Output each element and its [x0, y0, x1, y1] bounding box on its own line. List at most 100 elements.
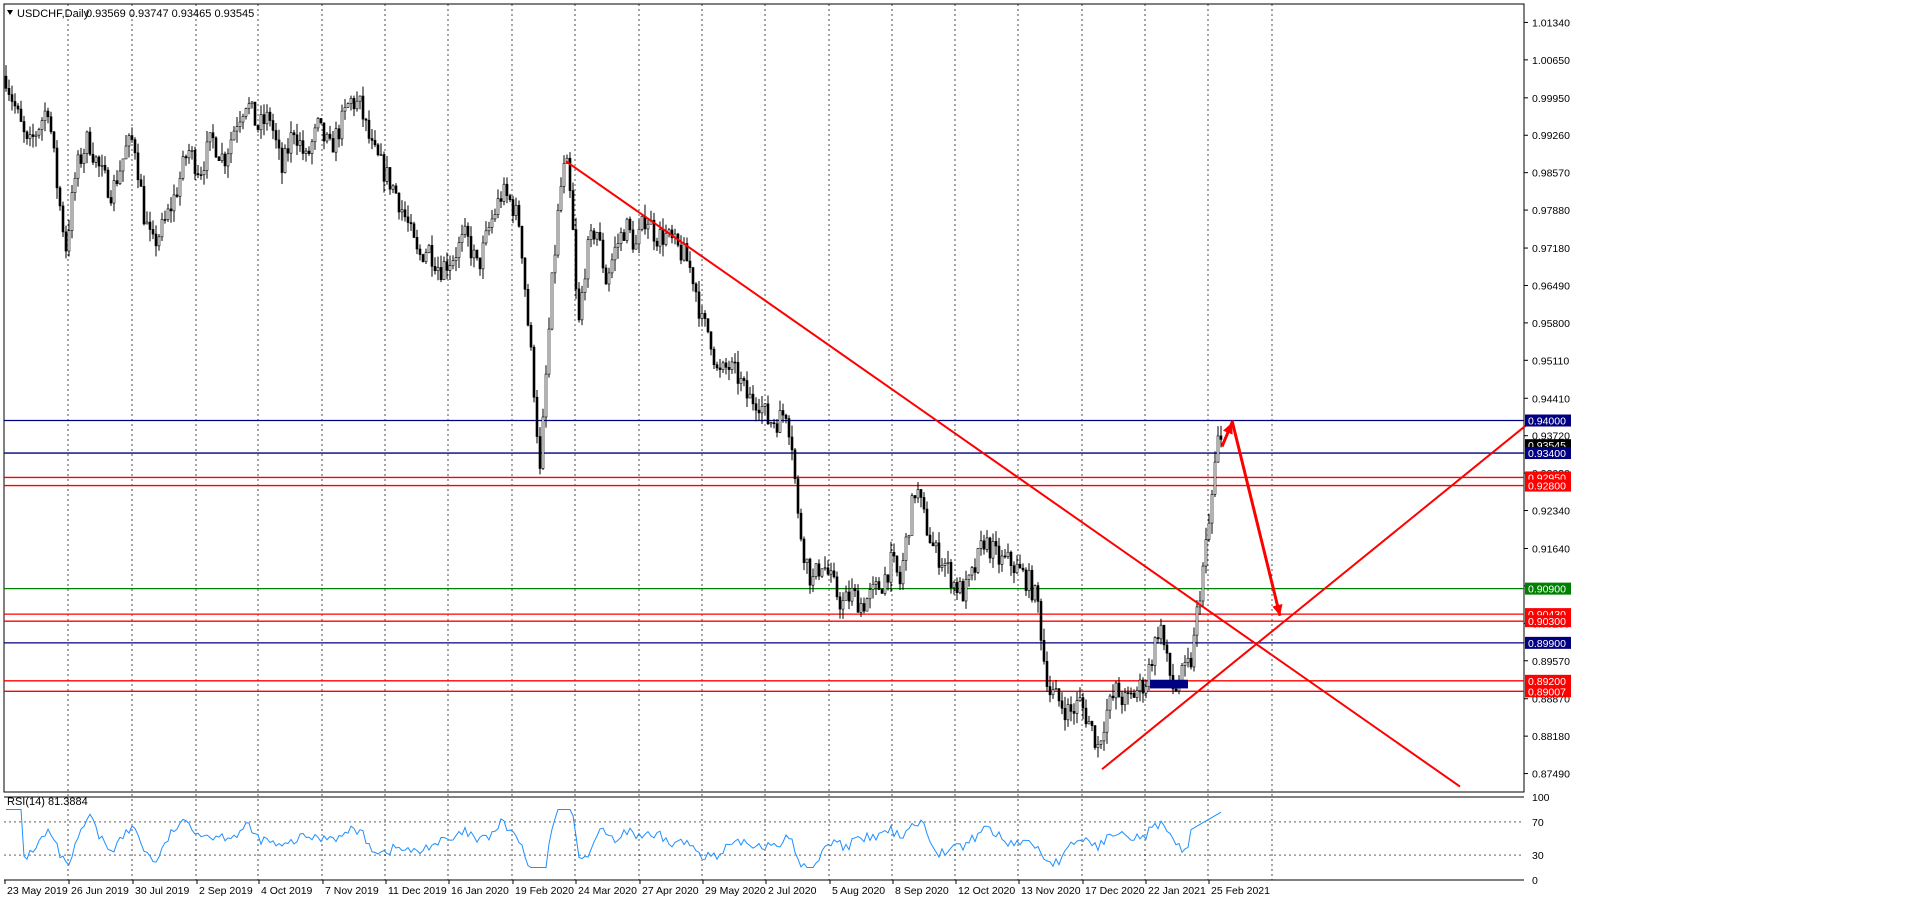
candle-body: [685, 243, 689, 262]
candle-body: [307, 150, 311, 154]
candle-body: [337, 128, 341, 140]
candle-body: [250, 101, 254, 105]
candle-body: [115, 180, 119, 184]
candle-body: [928, 534, 932, 544]
candle-body: [1144, 686, 1148, 694]
candle-body: [232, 130, 236, 141]
candle-body: [793, 449, 797, 480]
candle-body: [388, 167, 392, 190]
candle-body: [601, 239, 605, 269]
candle-body: [436, 267, 440, 272]
candle-body: [400, 209, 404, 213]
rsi-pane: 100 70 30 0: [4, 792, 1550, 887]
candle-body: [157, 236, 161, 247]
candle-body: [358, 95, 362, 102]
candle-body: [466, 225, 470, 237]
down-arrow-shaft: [1230, 420, 1282, 617]
candle-body: [1156, 637, 1160, 640]
date-tick-label: 29 May 2020: [705, 885, 766, 897]
candle-body: [1195, 606, 1199, 636]
date-tick-label: 23 May 2019: [7, 885, 68, 897]
date-tick-label: 16 Jan 2020: [451, 885, 509, 897]
candle-body: [286, 148, 290, 154]
candle-body: [835, 576, 839, 598]
candle-body: [130, 135, 134, 140]
candle-body: [118, 170, 122, 184]
candle-body: [1102, 731, 1106, 742]
candle-body: [460, 234, 464, 243]
collapse-triangle-icon[interactable]: [7, 10, 13, 15]
candle-body: [688, 260, 692, 268]
candle-body: [412, 223, 416, 238]
candle-body: [454, 257, 458, 262]
date-tick-label: 8 Sep 2020: [895, 885, 949, 897]
candle-body: [682, 243, 686, 261]
candle-body: [994, 541, 998, 547]
candle-body: [541, 416, 545, 469]
candle-body: [592, 230, 596, 240]
candle-body: [298, 140, 302, 146]
candle-body: [691, 267, 695, 285]
candle-body: [328, 133, 332, 139]
candle-body: [700, 313, 704, 319]
candle-body: [574, 229, 578, 290]
price-tick-label: 0.97880: [1532, 205, 1570, 217]
candle-body: [274, 130, 278, 141]
candle-body: [646, 223, 650, 230]
candle-body: [568, 157, 572, 191]
candle-body: [1165, 644, 1169, 654]
candle-body: [892, 551, 896, 557]
candle-body: [190, 149, 194, 152]
candle-body: [754, 403, 758, 411]
date-tick-label: 12 Oct 2020: [958, 885, 1015, 897]
candle-body: [760, 406, 764, 414]
candle-body: [616, 243, 620, 248]
candlestick-series: [4, 65, 1223, 758]
candle-body: [736, 362, 740, 384]
date-tick-label: 5 Aug 2020: [832, 885, 885, 897]
candle-body: [31, 134, 35, 137]
candle-body: [802, 538, 806, 563]
candle-body: [1099, 740, 1103, 745]
candle-body: [1072, 711, 1076, 714]
rsi-tick-label: 100: [1532, 792, 1550, 804]
consolidation-box: [1150, 679, 1188, 689]
candle-body: [187, 150, 191, 159]
candle-body: [352, 98, 356, 110]
candle-body: [943, 562, 947, 566]
downtrend-trendline: [565, 160, 1461, 788]
candle-body: [424, 252, 428, 262]
candle-body: [418, 248, 422, 255]
candle-body: [1105, 709, 1109, 733]
price-tick-label: 1.01340: [1532, 17, 1570, 29]
candle-body: [445, 261, 449, 271]
date-tick-label: 4 Oct 2019: [261, 885, 313, 897]
candle-body: [70, 192, 74, 231]
candle-body: [4, 75, 8, 89]
candle-body: [868, 589, 872, 600]
candle-body: [739, 378, 743, 384]
down-arrow-head-icon: [1272, 604, 1283, 616]
candle-body: [346, 103, 350, 108]
candle-body: [781, 410, 785, 416]
candle-body: [1138, 679, 1142, 692]
date-tick-label: 27 Apr 2020: [642, 885, 699, 897]
candle-body: [844, 591, 848, 601]
candle-body: [1120, 696, 1124, 706]
price-tick-label: 0.98570: [1532, 168, 1570, 180]
candle-body: [583, 278, 587, 293]
candle-body: [235, 126, 239, 132]
candle-body: [967, 574, 971, 580]
candle-body: [145, 221, 149, 225]
candle-body: [913, 495, 917, 499]
candle-body: [985, 537, 989, 550]
candle-body: [397, 192, 401, 213]
candle-body: [178, 178, 182, 197]
candle-body: [523, 257, 527, 290]
candle-body: [1036, 585, 1040, 602]
candle-body: [268, 111, 272, 121]
candle-body: [280, 147, 284, 173]
candle-body: [955, 581, 959, 594]
candle-body: [208, 132, 212, 143]
